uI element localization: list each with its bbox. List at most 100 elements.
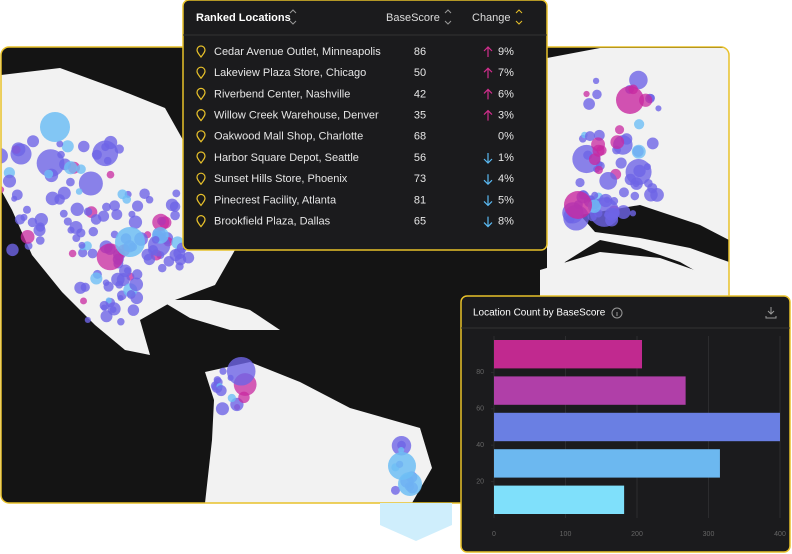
map-point (117, 294, 124, 301)
map-point (592, 77, 600, 85)
map-point (584, 131, 595, 142)
trend-arrow (483, 46, 493, 57)
location-name[interactable]: Willow Creek Warehouse, Denver (214, 110, 379, 122)
map-point (215, 385, 227, 397)
map-point (592, 89, 602, 100)
location-name[interactable]: Oakwood Mall Shop, Charlotte (214, 131, 363, 143)
map-point (592, 144, 605, 157)
sort-icon[interactable] (515, 9, 523, 25)
location-name[interactable]: Riverbend Center, Nashville (214, 88, 350, 100)
column-header[interactable]: Change (472, 12, 511, 24)
map-point (647, 183, 658, 194)
map-point (35, 222, 45, 232)
change: 1% (498, 152, 514, 164)
map-point (128, 210, 136, 218)
map-point (2, 174, 17, 188)
change: 5% (498, 194, 514, 206)
map-point (61, 140, 74, 153)
bar[interactable] (494, 449, 720, 478)
map-point (75, 188, 83, 195)
pin-icon (196, 66, 206, 80)
map-point (40, 112, 70, 142)
y-tick-label: 20 (476, 478, 484, 485)
map-point (213, 376, 222, 384)
pin-icon (196, 130, 206, 143)
map-point (391, 436, 412, 456)
base-score: 73 (414, 173, 426, 185)
map-point (115, 227, 145, 257)
map-point (157, 263, 167, 273)
map-point (56, 140, 64, 148)
location-name[interactable]: Lakeview Plaza Store, Chicago (214, 67, 366, 79)
location-name[interactable]: Cedar Avenue Outlet, Minneapolis (214, 46, 381, 58)
pin-icon (196, 109, 206, 122)
trend-arrow (483, 88, 493, 100)
map-point (1, 186, 5, 193)
trend-arrow (483, 153, 493, 164)
location-name[interactable]: Pinecrest Facility, Atlanta (214, 194, 337, 206)
map-point (66, 177, 75, 187)
chart-title: Location Count by BaseScore (473, 308, 606, 319)
map-point (170, 210, 180, 221)
y-tick-label: 40 (476, 442, 484, 449)
bar[interactable] (494, 412, 780, 442)
table-title: Ranked Locations (196, 12, 291, 24)
map-point (22, 205, 31, 214)
trend-arrow (483, 67, 493, 79)
map-point (104, 135, 118, 150)
map-point (172, 189, 181, 198)
change: 6% (498, 88, 514, 100)
base-score: 65 (414, 216, 426, 228)
map-point (84, 316, 91, 324)
map-point (564, 191, 592, 219)
bar[interactable] (494, 340, 643, 369)
x-tick-label: 200 (631, 531, 643, 538)
map-point (165, 198, 179, 212)
map-point (599, 171, 618, 190)
trend-arrow (483, 109, 493, 121)
bar[interactable] (494, 485, 625, 514)
map-point (117, 189, 128, 200)
info-icon[interactable] (611, 307, 623, 319)
pin-icon (196, 45, 206, 58)
map-point (36, 149, 65, 178)
map-point (630, 191, 640, 201)
location-name[interactable]: Brookfield Plaza, Dallas (214, 216, 331, 228)
map-point (151, 235, 160, 244)
map-point (6, 243, 19, 257)
ranked-table: Ranked Locations BaseScore Change Cedar … (182, 0, 548, 251)
map-point (238, 391, 250, 404)
change: 7% (498, 67, 514, 79)
map-point (615, 125, 625, 135)
map-point (57, 150, 65, 159)
sort-icon[interactable] (289, 9, 297, 25)
map-point (117, 318, 125, 326)
column-header[interactable]: BaseScore (386, 12, 440, 24)
location-name[interactable]: Harbor Square Depot, Seattle (214, 152, 359, 164)
map-point (109, 200, 120, 212)
x-tick-label: 100 (560, 531, 572, 538)
pin-icon (196, 215, 206, 228)
map-point (90, 214, 102, 225)
map-point (618, 187, 629, 198)
download-icon[interactable] (765, 307, 777, 319)
pin-icon (196, 87, 206, 101)
map-point (64, 161, 78, 175)
map-point (610, 135, 625, 150)
map-point (132, 269, 143, 280)
sort-icon[interactable] (444, 9, 452, 25)
trend-arrow (483, 174, 493, 186)
bar[interactable] (494, 376, 686, 405)
map-point (76, 164, 86, 175)
map-point (106, 170, 115, 179)
map-point (226, 356, 256, 386)
map-point (129, 277, 144, 292)
trend-arrow (483, 195, 493, 207)
location-name[interactable]: Sunset Hills Store, Phoenix (214, 173, 348, 185)
map-point (604, 207, 618, 221)
map-point (143, 253, 156, 266)
map-point (227, 393, 236, 403)
base-score: 42 (414, 88, 426, 100)
map-point (398, 472, 422, 496)
map-point (14, 214, 26, 225)
